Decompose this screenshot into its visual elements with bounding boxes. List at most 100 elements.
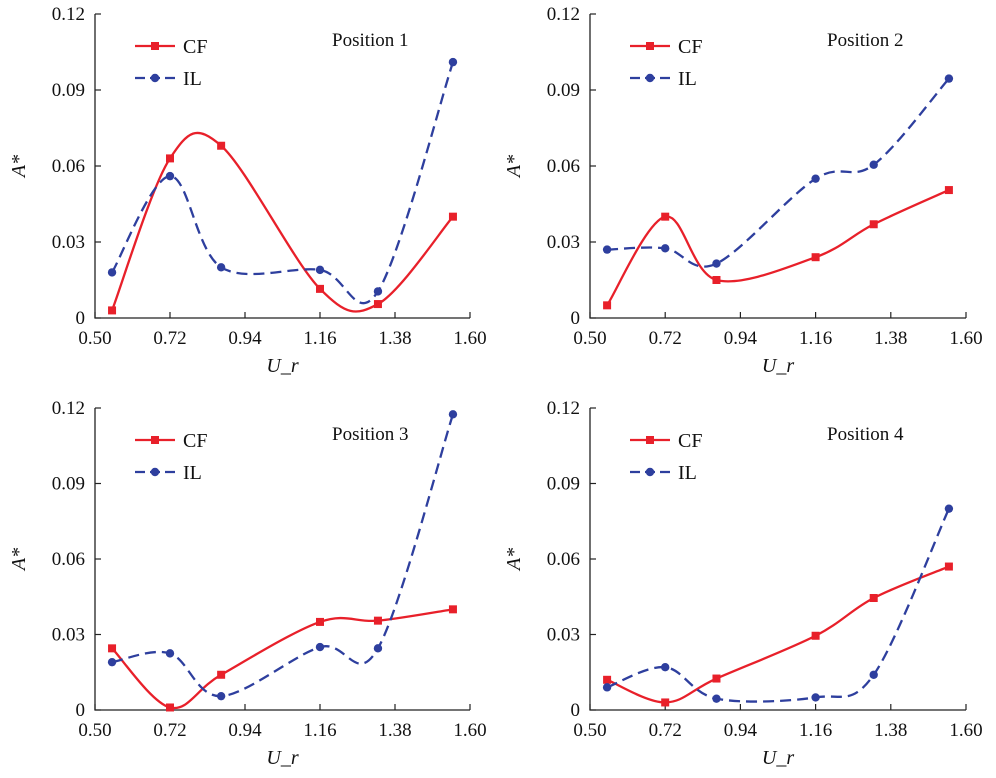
data-point-cf xyxy=(166,154,174,163)
x-tick-label: 0.72 xyxy=(649,328,682,349)
legend-label-cf: CF xyxy=(678,430,702,452)
x-axis-label: U_r xyxy=(266,747,298,769)
data-point-il xyxy=(944,504,954,513)
data-point-il xyxy=(661,244,670,253)
y-tick-label: 0.03 xyxy=(547,625,580,646)
y-tick-label: 0 xyxy=(571,700,581,721)
data-point-il xyxy=(869,160,878,169)
data-point-il xyxy=(107,657,117,667)
data-point-cf xyxy=(944,186,953,195)
x-tick-label: 0.94 xyxy=(228,720,262,741)
data-point-cf xyxy=(811,631,820,640)
x-tick-label: 0.94 xyxy=(724,720,758,741)
legend-marker-il xyxy=(150,467,160,477)
y-tick-label: 0 xyxy=(76,308,86,329)
y-tick-label: 0.09 xyxy=(52,474,85,495)
series-line-cf xyxy=(110,131,454,313)
data-point-cf xyxy=(108,644,117,653)
y-tick-label: 0.06 xyxy=(547,549,580,570)
legend-marker-cf xyxy=(646,436,654,444)
data-point-il xyxy=(869,670,878,679)
panel-title: Position 3 xyxy=(332,424,409,445)
data-point-il xyxy=(661,663,670,672)
data-point-cf xyxy=(661,698,670,707)
chart-panel-3: 0 0.03 0.06 0.09 0.12 0.50 0.72 0.94 1.16 1.38 1.6… xyxy=(8,398,487,769)
data-point-il xyxy=(373,644,383,653)
axes-frame xyxy=(589,408,966,711)
chart-panel-1: 0 0.03 0.06 0.09 0.12 0.50 0.72 0.94 1.16 1.38 1.6… xyxy=(8,4,487,377)
y-tick-label: 0.12 xyxy=(547,4,580,25)
legend-label-cf: CF xyxy=(183,36,207,58)
legend-label-il: IL xyxy=(183,68,202,90)
y-tick-label: 0.03 xyxy=(52,232,85,253)
legend-marker-il xyxy=(645,73,655,83)
series-line-cf xyxy=(111,608,454,710)
legend-marker-cf xyxy=(151,436,159,444)
x-tick-label: 1.60 xyxy=(453,720,486,741)
panel-title: Position 1 xyxy=(332,30,409,51)
series-line-il xyxy=(607,77,950,268)
x-tick-label: 1.60 xyxy=(453,328,486,349)
data-point-il xyxy=(315,642,325,652)
y-axis-label: A* xyxy=(503,548,525,572)
x-tick-label: 0.50 xyxy=(573,328,606,349)
data-point-il xyxy=(712,694,721,703)
data-point-il xyxy=(165,171,175,181)
data-point-cf xyxy=(869,220,878,229)
legend-label-il: IL xyxy=(678,462,697,484)
y-tick-label: 0 xyxy=(571,308,581,329)
y-axis-label: A* xyxy=(8,548,30,572)
y-tick-label: 0.09 xyxy=(547,80,580,101)
data-point-il xyxy=(712,259,721,268)
data-point-cf xyxy=(944,562,953,571)
data-point-cf xyxy=(373,300,382,309)
y-axis-label: A* xyxy=(503,155,525,179)
series-line-il xyxy=(606,508,950,703)
x-tick-label: 1.38 xyxy=(874,328,907,349)
data-point-il xyxy=(602,245,612,254)
y-tick-label: 0.06 xyxy=(52,549,85,570)
series-line-cf xyxy=(606,565,950,704)
x-tick-label: 1.16 xyxy=(799,720,832,741)
data-point-cf xyxy=(603,675,612,684)
axes-frame xyxy=(94,408,470,711)
data-point-il xyxy=(944,74,954,83)
x-tick-label: 0.72 xyxy=(153,328,186,349)
panel-title: Position 2 xyxy=(827,30,904,51)
series-line-cf xyxy=(606,189,950,306)
data-point-cf xyxy=(217,141,226,150)
x-tick-label: 0.50 xyxy=(78,720,111,741)
data-point-il xyxy=(602,683,612,692)
y-tick-label: 0.12 xyxy=(52,398,85,419)
y-tick-label: 0.03 xyxy=(52,625,85,646)
legend-label-il: IL xyxy=(678,68,697,90)
data-point-cf xyxy=(811,253,820,262)
data-point-cf xyxy=(316,284,324,293)
chart-panel-4: 0 0.03 0.06 0.09 0.12 0.50 0.72 0.94 1.16 1.38 1.6… xyxy=(503,398,983,769)
y-tick-label: 0.12 xyxy=(52,4,85,25)
series-line-il xyxy=(111,413,455,698)
data-point-cf xyxy=(373,616,382,625)
legend-label-il: IL xyxy=(183,462,202,484)
axes-frame xyxy=(94,14,470,319)
x-axis-label: U_r xyxy=(762,355,794,377)
data-point-cf xyxy=(448,212,457,221)
x-tick-label: 1.60 xyxy=(949,328,982,349)
x-tick-label: 1.38 xyxy=(378,328,411,349)
chart-panel-2: 0 0.03 0.06 0.09 0.12 0.50 0.72 0.94 1.16 1.38 1.6… xyxy=(503,4,983,377)
data-point-il xyxy=(811,693,820,702)
data-point-cf xyxy=(712,276,721,284)
y-tick-label: 0.09 xyxy=(52,80,85,101)
y-tick-label: 0.06 xyxy=(547,156,580,177)
data-point-cf xyxy=(108,306,117,315)
x-tick-label: 0.50 xyxy=(573,720,606,741)
x-tick-label: 1.16 xyxy=(303,328,336,349)
x-tick-label: 0.50 xyxy=(78,328,111,349)
data-point-il xyxy=(811,174,820,183)
y-tick-label: 0.12 xyxy=(547,398,580,419)
data-point-cf xyxy=(448,605,457,614)
y-tick-label: 0.09 xyxy=(547,474,580,495)
data-point-il xyxy=(107,268,117,277)
y-axis-label: A* xyxy=(8,155,30,179)
x-tick-label: 0.72 xyxy=(649,720,682,741)
